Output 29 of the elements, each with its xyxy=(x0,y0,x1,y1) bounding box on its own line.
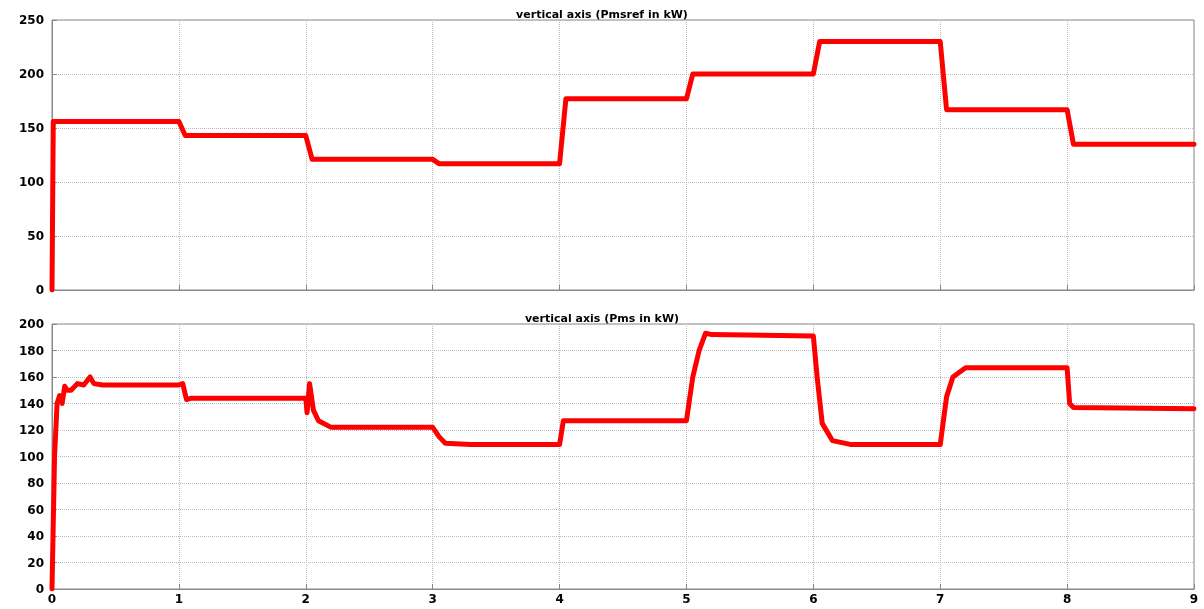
y-tick-label: 150 xyxy=(18,121,44,135)
y-tick-label: 60 xyxy=(27,502,44,517)
x-tick-label: 7 xyxy=(936,592,945,606)
y-tick-label: 200 xyxy=(18,67,44,81)
x-tick-label: 5 xyxy=(682,592,691,606)
y-tick-label: 100 xyxy=(18,449,44,464)
x-tick-label: 6 xyxy=(809,592,818,606)
x-tick-label: 2 xyxy=(301,592,310,606)
y-tick-label: 100 xyxy=(18,175,44,189)
x-tick-label: 3 xyxy=(428,592,437,606)
x-tick-label: 1 xyxy=(174,592,184,606)
y-tick-label: 140 xyxy=(18,396,44,411)
y-tick-label: 120 xyxy=(18,423,44,437)
y-tick-label: 40 xyxy=(27,529,44,543)
y-tick-label: 180 xyxy=(18,343,44,358)
y-tick-label: 80 xyxy=(27,476,44,490)
x-tick-label: 4 xyxy=(555,592,564,606)
chart-title: vertical axis (Pms in kW) xyxy=(524,312,680,325)
y-tick-label: 160 xyxy=(18,370,44,384)
y-tick-label: 20 xyxy=(27,555,44,570)
x-tick-label: 0 xyxy=(47,592,57,606)
y-tick-label: 0 xyxy=(35,582,44,596)
y-tick-label: 50 xyxy=(27,229,44,243)
y-tick-label: 200 xyxy=(18,317,44,331)
y-tick-label: 0 xyxy=(35,283,44,297)
chart-title: vertical axis (Pmsref in kW) xyxy=(516,8,688,21)
x-tick-label: 9 xyxy=(1189,592,1199,606)
x-tick-label: 8 xyxy=(1062,592,1072,606)
y-tick-label: 250 xyxy=(18,13,44,27)
